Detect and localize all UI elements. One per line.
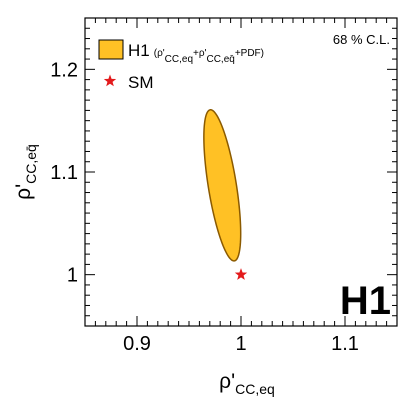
legend-h1-main: H1 — [128, 41, 150, 60]
legend-h1-sub1: CC,eq — [165, 54, 193, 65]
legend-swatch-h1 — [98, 39, 124, 60]
legend-h1-open: (ρ' — [154, 48, 165, 59]
sm-star-marker — [234, 268, 248, 280]
x-tick-label: 1.1 — [331, 333, 359, 355]
x-axis-title: ρ'CC,eq — [219, 370, 275, 397]
x-tick-label: 1 — [235, 333, 246, 355]
confidence-level-label: 68 % C.L. — [333, 32, 390, 47]
y-axis-title-sub: CC,eq̄ — [23, 144, 39, 184]
h1-contour-ellipse — [203, 109, 242, 262]
y-tick-label: 1.1 — [50, 162, 78, 184]
legend-h1-close: +PDF) — [235, 48, 264, 59]
x-axis-title-sub: CC,eq — [235, 381, 275, 397]
y-axis-title-main: ρ' — [12, 184, 35, 200]
y-tick-label: 1.2 — [50, 59, 78, 81]
legend-label-h1: H1 (ρ'CC,eq+ρ'CC,eq̄+PDF) — [128, 41, 264, 65]
h1-logo: H1 — [340, 279, 391, 323]
y-axis-title: ρ'CC,eq̄ — [12, 144, 39, 200]
legend-h1-sub2: CC,eq̄ — [206, 54, 234, 65]
axis-ticks — [84, 17, 398, 327]
legend: H1 (ρ'CC,eq+ρ'CC,eq̄+PDF) SM — [98, 39, 264, 92]
legend-swatch-sm — [103, 74, 117, 87]
legend-h1-mid: +ρ' — [193, 48, 207, 59]
x-tick-label: 0.9 — [123, 333, 151, 355]
x-axis-title-main: ρ' — [219, 370, 235, 393]
legend-label-sm: SM — [128, 73, 154, 92]
y-tick-label: 1 — [67, 265, 78, 287]
